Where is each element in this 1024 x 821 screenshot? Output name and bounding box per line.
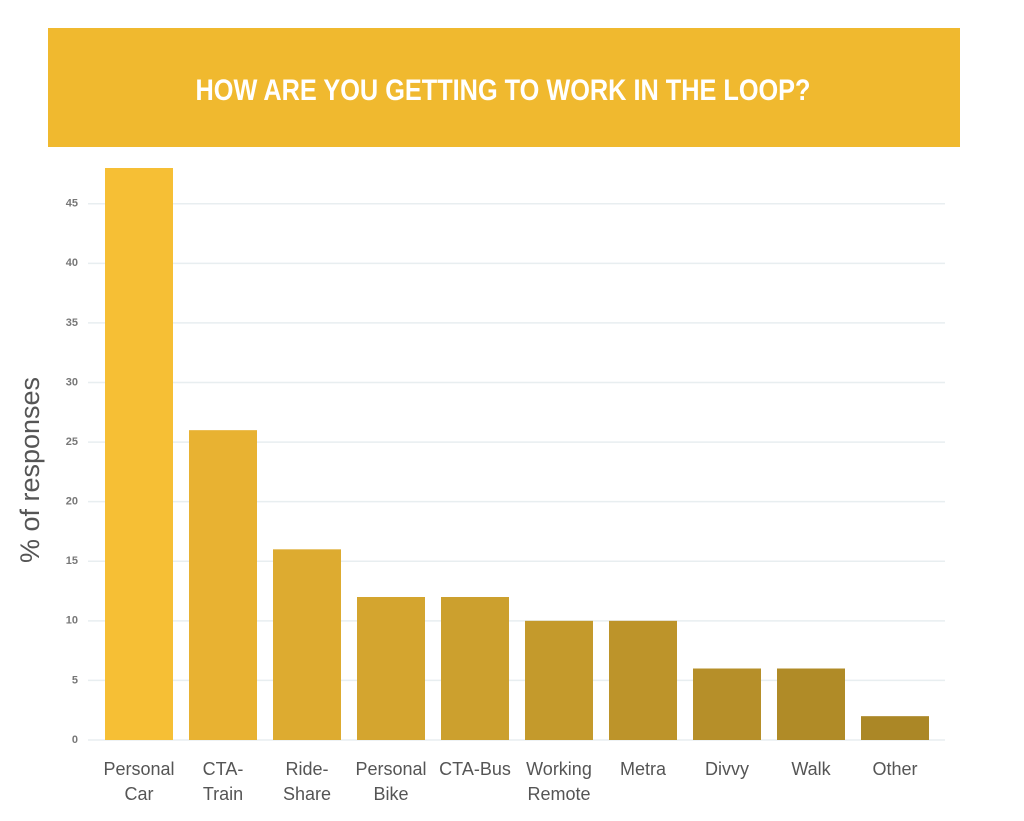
x-tick-label: Personal Bike bbox=[355, 759, 427, 804]
bar bbox=[189, 430, 257, 740]
x-tick-label: Personal Car bbox=[103, 759, 175, 804]
bar bbox=[441, 597, 509, 740]
y-tick-label: 15 bbox=[66, 555, 78, 567]
y-tick-label: 5 bbox=[72, 674, 78, 686]
y-tick-label: 25 bbox=[66, 436, 78, 448]
bar bbox=[273, 549, 341, 740]
title-banner bbox=[48, 28, 960, 147]
x-tick-label: Working Remote bbox=[526, 759, 592, 804]
y-tick-label: 0 bbox=[72, 734, 78, 746]
x-tick-label: Metra bbox=[619, 759, 666, 779]
bar bbox=[105, 168, 173, 740]
bar bbox=[609, 620, 677, 740]
y-tick-label: 45 bbox=[66, 198, 78, 210]
chart-title: HOW ARE YOU GETTING TO WORK IN THE LOOP? bbox=[196, 74, 811, 107]
y-tick-label: 30 bbox=[66, 376, 78, 388]
y-tick-label: 20 bbox=[66, 496, 78, 508]
y-axis-label: % of responses bbox=[15, 377, 45, 563]
bar bbox=[525, 620, 593, 740]
bar bbox=[357, 597, 425, 740]
bar bbox=[861, 716, 929, 740]
x-tick-label: Divvy bbox=[705, 759, 749, 779]
x-tick-label: Walk bbox=[791, 759, 831, 779]
y-tick-label: 40 bbox=[66, 257, 78, 269]
x-tick-label: CTA-Train bbox=[202, 759, 244, 804]
x-tick-label: Other bbox=[872, 759, 918, 779]
y-tick-label: 35 bbox=[66, 317, 78, 329]
bar bbox=[777, 668, 845, 740]
x-tick-label: CTA-Bus bbox=[439, 759, 511, 779]
x-tick-label: Ride-Share bbox=[282, 759, 332, 804]
bar bbox=[693, 668, 761, 740]
y-tick-label: 10 bbox=[66, 615, 78, 627]
